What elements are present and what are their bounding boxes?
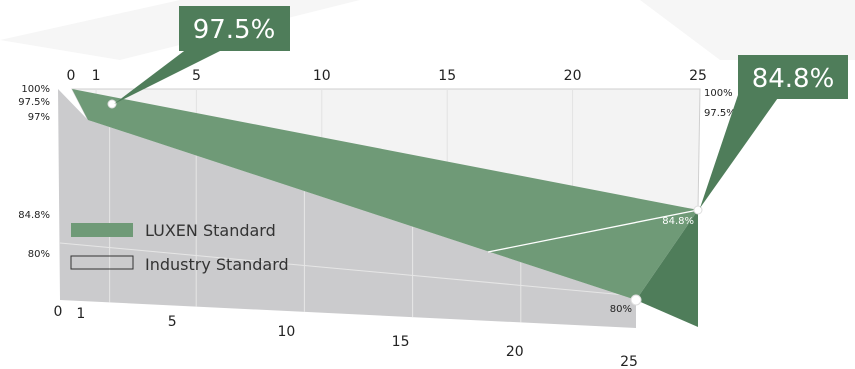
luxen-standard-area — [72, 89, 698, 300]
xtick-top: 10 — [313, 68, 331, 84]
callout-pointer — [114, 42, 238, 104]
top-axis: 0 1 5 10 15 20 25 — [67, 68, 707, 84]
xtick-top: 15 — [438, 68, 456, 84]
floor-grid — [59, 127, 637, 323]
luxen-point-1 — [107, 99, 117, 109]
industry-standard-area — [58, 89, 636, 328]
callout-box — [179, 6, 290, 51]
connector-line — [487, 209, 699, 253]
industry-end-label: 80% — [610, 304, 632, 315]
xtick-top: 1 — [92, 68, 101, 84]
xtick-bottom: 1 — [76, 306, 85, 322]
legend-swatch-industry — [70, 255, 134, 270]
xtick-top: 0 — [67, 68, 76, 84]
ytick-left: 80% — [28, 249, 50, 260]
xtick-bottom: 5 — [168, 314, 177, 330]
legend-label-luxen: LUXEN Standard — [145, 221, 276, 240]
industry-point-25 — [630, 294, 642, 306]
callout-box — [738, 55, 848, 99]
gridline-floor — [59, 242, 637, 297]
xtick-bottom: 25 — [620, 354, 638, 369]
ytick-left: 97.5% — [18, 97, 50, 108]
ytick-right: 100% — [704, 88, 733, 99]
xtick-bottom: 10 — [277, 324, 295, 340]
xtick-bottom: 15 — [392, 334, 410, 350]
ytick-right: 97.5% — [704, 108, 736, 119]
xtick-bottom: 0 — [54, 304, 63, 320]
xtick-bottom: 20 — [506, 344, 524, 360]
callout-label: 84.8% — [752, 64, 835, 94]
callout-label: 97.5% — [193, 15, 276, 45]
ytick-left: 97% — [28, 112, 50, 123]
background-panel — [640, 0, 855, 60]
legend-label-industry: Industry Standard — [145, 255, 289, 274]
luxen-end-label: 84.8% — [662, 216, 694, 227]
xtick-top: 25 — [689, 68, 707, 84]
callout-pointer — [700, 95, 780, 208]
ytick-left: 84.8% — [18, 210, 50, 221]
xtick-top: 5 — [192, 68, 201, 84]
ytick-left: 100% — [21, 84, 50, 95]
luxen-point-25 — [693, 205, 703, 215]
luxen-standard-side — [636, 210, 698, 327]
xtick-top: 20 — [564, 68, 582, 84]
legend-swatch-luxen — [71, 223, 133, 237]
